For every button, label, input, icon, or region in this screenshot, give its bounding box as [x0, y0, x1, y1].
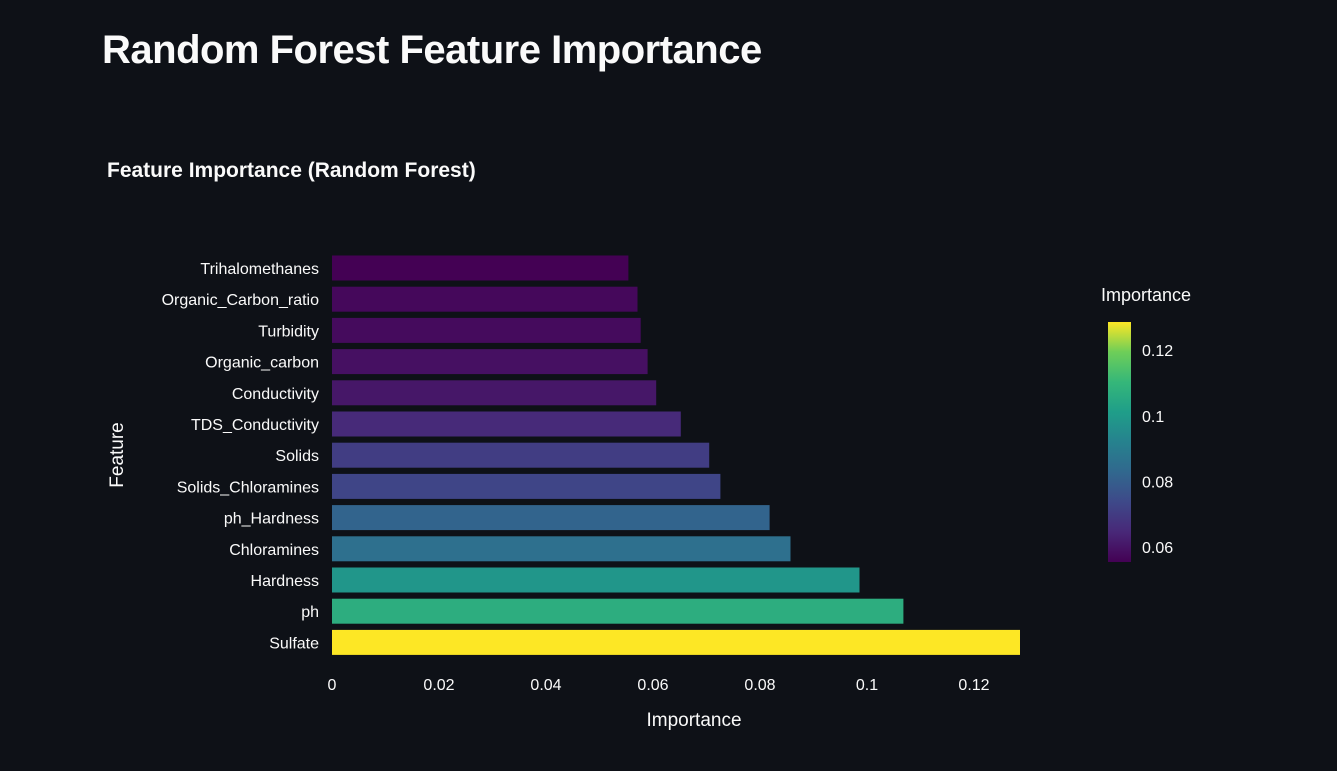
category-label: ph — [301, 604, 319, 621]
colorbar-gradient — [1108, 322, 1131, 562]
category-label: Solids_Chloramines — [177, 479, 319, 496]
bar-ph-hardness — [332, 505, 770, 531]
category-label: Conductivity — [232, 386, 319, 403]
x-tick-label: 0 — [328, 677, 337, 694]
x-tick-label: 0.02 — [423, 677, 454, 694]
x-axis-ticks: 0 0.02 0.04 0.06 0.08 0.1 0.12 — [328, 677, 990, 694]
chart-title: Feature Importance (Random Forest) — [107, 159, 476, 182]
bar-turbidity — [332, 317, 641, 343]
bar-solids-chloramines — [332, 473, 721, 499]
x-tick-label: 0.06 — [637, 677, 668, 694]
colorbar-ticks: 0.06 0.08 0.1 0.12 — [1142, 343, 1173, 557]
bar-organic-carbon-ratio — [332, 286, 638, 312]
category-label: ph_Hardness — [224, 511, 319, 528]
y-axis-title: Feature — [107, 422, 128, 487]
category-label: Solids — [275, 448, 319, 465]
x-tick-label: 0.08 — [744, 677, 775, 694]
bars — [332, 255, 1020, 655]
x-tick-label: 0.12 — [958, 677, 989, 694]
bar-ph — [332, 598, 904, 624]
bar-hardness — [332, 567, 860, 593]
category-label: Organic_carbon — [205, 355, 319, 372]
x-tick-label: 0.1 — [856, 677, 878, 694]
colorbar-tick-label: 0.1 — [1142, 409, 1164, 426]
x-tick-label: 0.04 — [530, 677, 561, 694]
bar-organic-carbon — [332, 349, 648, 375]
colorbar-title: Importance — [1101, 285, 1191, 305]
category-label: Hardness — [251, 573, 319, 590]
bar-sulfate — [332, 629, 1020, 655]
bar-solids — [332, 442, 710, 468]
bar-tds-conductivity — [332, 411, 681, 437]
bar-chloramines — [332, 536, 791, 562]
category-label: Chloramines — [229, 542, 319, 559]
bar-trihalomethanes — [332, 255, 629, 281]
category-label: Organic_Carbon_ratio — [162, 292, 320, 309]
page-title: Random Forest Feature Importance — [102, 28, 762, 72]
colorbar-tick-label: 0.12 — [1142, 343, 1173, 360]
category-label: Trihalomethanes — [200, 261, 319, 278]
category-label: TDS_Conductivity — [191, 417, 319, 434]
x-axis-title: Importance — [646, 710, 741, 731]
colorbar-tick-label: 0.08 — [1142, 474, 1173, 491]
colorbar-tick-label: 0.06 — [1142, 540, 1173, 557]
category-label: Sulfate — [269, 635, 319, 652]
category-label: Turbidity — [258, 323, 319, 340]
category-labels: Trihalomethanes Organic_Carbon_ratio Turbi… — [162, 261, 320, 652]
bar-conductivity — [332, 380, 657, 406]
